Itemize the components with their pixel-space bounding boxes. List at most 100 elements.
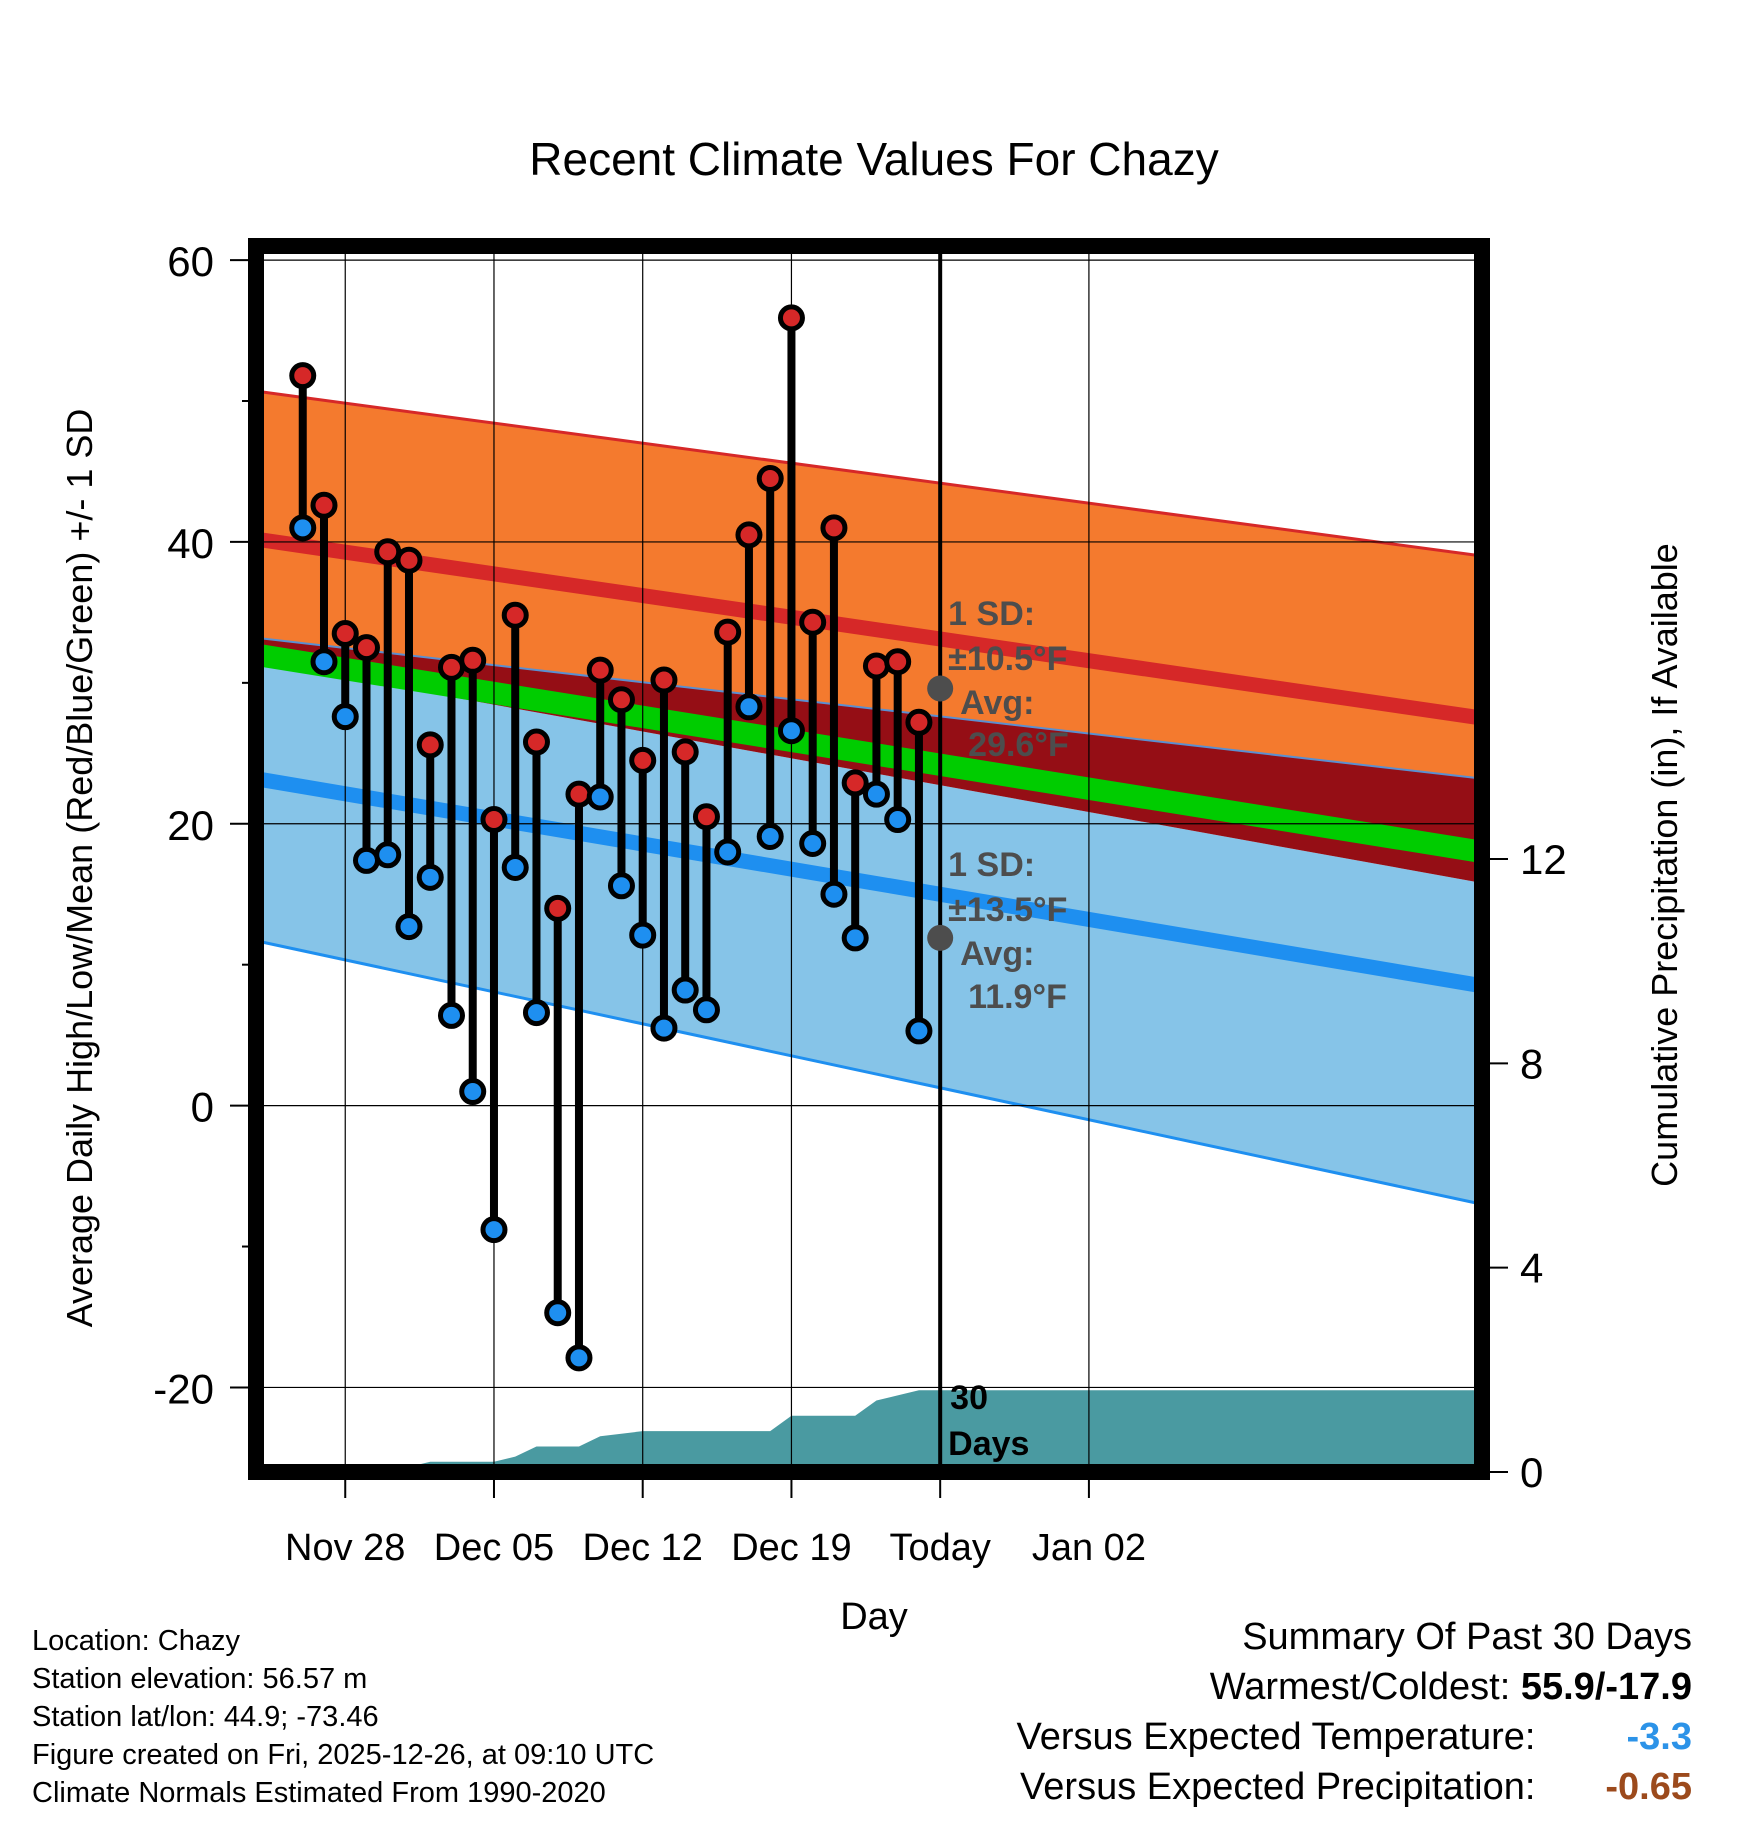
high-mean-line <box>254 531 1484 726</box>
warm-cold-row: Warmest/Coldest: 55.9/-17.9 <box>1017 1662 1692 1712</box>
low-point <box>331 703 359 731</box>
precip-row: Versus Expected Precipitation: -0.65 <box>1017 1762 1692 1812</box>
high-point <box>437 653 465 681</box>
low-point <box>374 841 402 869</box>
high-avg-value: 29.6°F <box>968 726 1069 764</box>
low-point <box>289 514 317 542</box>
high-point <box>416 731 444 759</box>
high-point <box>289 362 317 390</box>
mean-band <box>256 643 1482 864</box>
low-point <box>692 996 720 1024</box>
location-text: Location: Chazy <box>32 1625 240 1657</box>
y-tick-label: 60 <box>167 238 214 285</box>
low-point <box>862 780 890 808</box>
x-tick-label: Dec 12 <box>583 1527 703 1569</box>
station-info: Location: Chazy Station elevation: 56.57… <box>32 1622 654 1812</box>
low-point <box>905 1017 933 1045</box>
elevation-text: Station elevation: 56.57 m <box>32 1663 368 1695</box>
high-point <box>629 746 657 774</box>
low-point <box>565 1344 593 1372</box>
high-avg-label: Avg: <box>960 684 1034 722</box>
high-point <box>714 618 742 646</box>
y2-axis-label: Cumulative Precipitation (in), If Availa… <box>1644 543 1685 1187</box>
high-point <box>841 769 869 797</box>
high-point <box>395 546 423 574</box>
low-mean-line <box>254 771 1484 994</box>
low-point <box>650 1014 678 1042</box>
low-sd-label: 1 SD: <box>948 846 1035 884</box>
low-point <box>522 999 550 1027</box>
high-point <box>544 894 572 922</box>
low-point <box>756 822 784 850</box>
high-point <box>905 708 933 736</box>
temp-value: -3.3 <box>1626 1716 1692 1758</box>
low-avg-marker <box>927 924 954 951</box>
high-point <box>331 620 359 648</box>
normal-annotations: 1 SD: ±10.5°F Avg: 29.6°F 1 SD: ±13.5°F Avg: 11… <box>927 595 1069 1463</box>
summary-panel: Summary Of Past 30 Days Warmest/Coldest:… <box>1017 1612 1692 1812</box>
low-point <box>820 880 848 908</box>
x-tick-label: Dec 05 <box>434 1527 554 1569</box>
low-point <box>310 648 338 676</box>
low-point <box>841 924 869 952</box>
low-sd-value: ±13.5°F <box>948 891 1067 929</box>
high-avg-marker <box>927 675 954 702</box>
x-axis-label: Day <box>840 1596 908 1638</box>
high-point <box>799 608 827 636</box>
x-tick-label: Dec 19 <box>731 1527 851 1569</box>
high-point <box>586 656 614 684</box>
normals-text: Climate Normals Estimated From 1990-2020 <box>32 1777 606 1809</box>
x-tick-label: Today <box>889 1527 990 1569</box>
low-point <box>480 1216 508 1244</box>
temp-row: Versus Expected Temperature: -3.3 <box>1017 1712 1692 1762</box>
high-point <box>692 803 720 831</box>
high-point <box>352 634 380 662</box>
low-point <box>586 783 614 811</box>
y2-tick-label: 12 <box>1520 836 1567 883</box>
temp-label: Versus Expected Temperature: <box>1016 1716 1536 1758</box>
low-point <box>777 717 805 745</box>
y-tick-label: 0 <box>191 1084 214 1131</box>
chart-title: Recent Climate Values For Chazy <box>529 133 1218 185</box>
low-point <box>459 1078 487 1106</box>
high-point <box>756 465 784 493</box>
high-point <box>820 514 848 542</box>
low-avg-label: Avg: <box>960 935 1034 973</box>
low-sd-band <box>256 661 1482 1205</box>
x-tick-label: Jan 02 <box>1032 1527 1146 1569</box>
low-avg-value: 11.9°F <box>968 978 1067 1016</box>
low-point <box>437 1001 465 1029</box>
low-point <box>714 838 742 866</box>
precipitation-area <box>256 1390 1482 1472</box>
low-point <box>671 976 699 1004</box>
low-point <box>395 913 423 941</box>
low-point <box>352 846 380 874</box>
high-point <box>884 648 912 676</box>
y2-tick-label: 0 <box>1520 1449 1543 1496</box>
low-point <box>501 853 529 881</box>
low-point <box>544 1299 572 1327</box>
days-word-label: Days <box>948 1425 1029 1463</box>
high-sd-band <box>256 391 1482 779</box>
high-point <box>565 780 593 808</box>
y-tick-label: 40 <box>167 520 214 567</box>
high-upper-line <box>255 389 1483 558</box>
warm-cold-label: Warmest/Coldest: <box>1209 1666 1511 1708</box>
precip-fill <box>256 1390 1482 1472</box>
low-point <box>884 806 912 834</box>
high-point <box>777 304 805 332</box>
precip-label: Versus Expected Precipitation: <box>1020 1766 1536 1808</box>
high-point <box>671 738 699 766</box>
high-point <box>310 491 338 519</box>
high-point <box>459 646 487 674</box>
low-point <box>629 921 657 949</box>
days-count-label: 30 <box>950 1379 988 1417</box>
y2-tick-label: 8 <box>1520 1040 1543 1087</box>
low-point <box>799 829 827 857</box>
summary-title: Summary Of Past 30 Days <box>1242 1616 1692 1658</box>
high-point <box>607 686 635 714</box>
low-lower-line <box>255 939 1483 1206</box>
low-point <box>735 693 763 721</box>
created-text: Figure created on Fri, 2025-12-26, at 09… <box>32 1739 655 1771</box>
